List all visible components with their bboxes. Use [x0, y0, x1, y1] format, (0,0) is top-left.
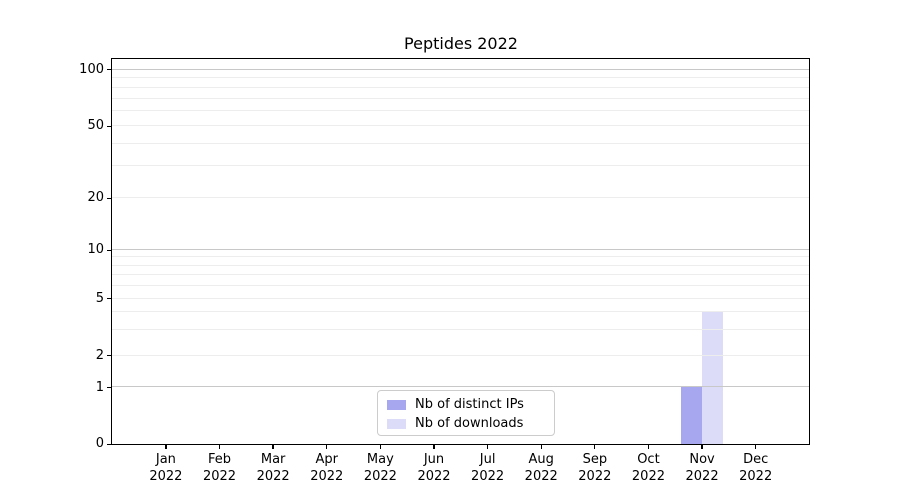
- y-tick-label-1: 1: [95, 379, 104, 395]
- bar-downloads-nov-2022: [701, 312, 723, 444]
- y-tick-mark-0: [106, 443, 111, 445]
- y-tick-label-20: 20: [87, 190, 104, 206]
- x-tick-label-dec: Dec 2022: [739, 452, 773, 485]
- y-tick-label-50: 50: [87, 118, 104, 134]
- bars-layer: [112, 59, 809, 444]
- bar-distinct-ips-nov-2022: [680, 387, 702, 444]
- legend-swatch-downloads: [387, 418, 406, 429]
- legend-label-distinct-ips: Nb of distinct IPs: [415, 397, 524, 412]
- x-tick-label-sep: Sep 2022: [578, 452, 612, 485]
- x-tick-mark-2: [272, 444, 274, 449]
- x-tick-mark-6: [486, 444, 489, 449]
- x-tick-mark-5: [433, 444, 435, 449]
- x-tick-mark-7: [540, 444, 542, 449]
- y-tick-mark-1: [106, 387, 111, 389]
- x-tick-mark-0: [165, 444, 167, 449]
- y-tick-mark-20: [106, 197, 111, 199]
- y-tick-label-2: 2: [95, 347, 104, 363]
- x-tick-label-nov: Nov 2022: [685, 452, 719, 485]
- legend-label-downloads: Nb of downloads: [415, 416, 524, 431]
- y-tick-mark-5: [106, 298, 111, 300]
- legend: Nb of distinct IPs Nb of downloads: [377, 390, 555, 436]
- x-tick-label-mar: Mar 2022: [256, 452, 290, 485]
- y-tick-mark-100: [106, 69, 111, 71]
- x-tick-mark-3: [326, 444, 328, 449]
- x-tick-label-jan: Jan 2022: [149, 452, 183, 485]
- x-tick-mark-9: [647, 444, 650, 449]
- y-tick-mark-2: [106, 355, 111, 357]
- legend-entry-distinct-ips: Nb of distinct IPs: [387, 395, 545, 414]
- y-tick-mark-50: [106, 125, 111, 127]
- x-tick-label-may: May 2022: [363, 452, 397, 485]
- x-tick-label-feb: Feb 2022: [202, 452, 237, 485]
- plot-area: [111, 58, 810, 445]
- legend-entry-downloads: Nb of downloads: [387, 414, 545, 433]
- x-tick-mark-1: [218, 444, 221, 449]
- x-tick-mark-8: [594, 444, 596, 449]
- y-tick-label-0: 0: [95, 436, 104, 452]
- x-tick-mark-10: [701, 444, 703, 449]
- x-tick-mark-11: [755, 444, 757, 449]
- y-tick-label-100: 100: [79, 61, 104, 77]
- y-tick-mark-10: [106, 249, 111, 251]
- y-tick-label-10: 10: [87, 242, 104, 258]
- legend-swatch-distinct-ips: [387, 399, 406, 410]
- x-tick-label-aug: Aug 2022: [524, 452, 558, 485]
- y-tick-label-5: 5: [95, 290, 104, 306]
- x-tick-label-apr: Apr 2022: [310, 452, 344, 485]
- x-tick-label-jul: Jul 2022: [471, 452, 505, 485]
- chart-title: Peptides 2022: [404, 34, 518, 53]
- x-tick-label-jun: Jun 2022: [417, 452, 451, 485]
- x-tick-mark-4: [379, 444, 382, 449]
- x-tick-label-oct: Oct 2022: [631, 452, 665, 485]
